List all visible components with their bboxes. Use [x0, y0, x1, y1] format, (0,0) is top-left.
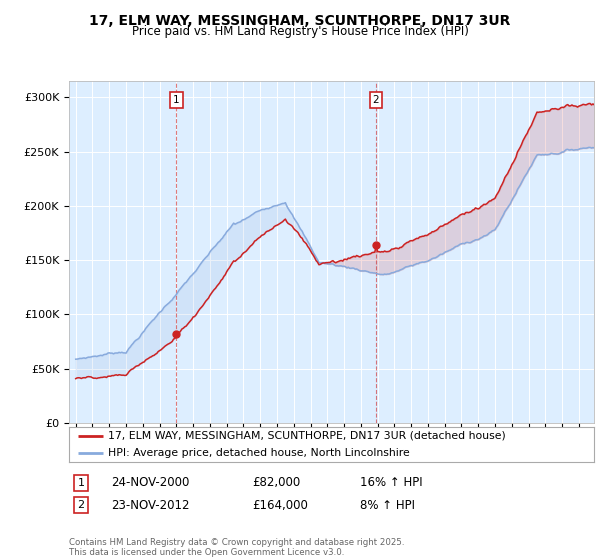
- Text: 16% ↑ HPI: 16% ↑ HPI: [360, 476, 422, 489]
- Text: £164,000: £164,000: [252, 498, 308, 512]
- Text: 2: 2: [373, 95, 379, 105]
- Text: 17, ELM WAY, MESSINGHAM, SCUNTHORPE, DN17 3UR: 17, ELM WAY, MESSINGHAM, SCUNTHORPE, DN1…: [89, 14, 511, 28]
- Text: 23-NOV-2012: 23-NOV-2012: [111, 498, 190, 512]
- Text: 8% ↑ HPI: 8% ↑ HPI: [360, 498, 415, 512]
- Text: 1: 1: [77, 478, 85, 488]
- Text: HPI: Average price, detached house, North Lincolnshire: HPI: Average price, detached house, Nort…: [109, 449, 410, 458]
- Text: 24-NOV-2000: 24-NOV-2000: [111, 476, 190, 489]
- Text: Contains HM Land Registry data © Crown copyright and database right 2025.
This d: Contains HM Land Registry data © Crown c…: [69, 538, 404, 557]
- Text: Price paid vs. HM Land Registry's House Price Index (HPI): Price paid vs. HM Land Registry's House …: [131, 25, 469, 38]
- Text: 17, ELM WAY, MESSINGHAM, SCUNTHORPE, DN17 3UR (detached house): 17, ELM WAY, MESSINGHAM, SCUNTHORPE, DN1…: [109, 431, 506, 441]
- Text: £82,000: £82,000: [252, 476, 300, 489]
- Text: 2: 2: [77, 500, 85, 510]
- Text: 1: 1: [173, 95, 179, 105]
